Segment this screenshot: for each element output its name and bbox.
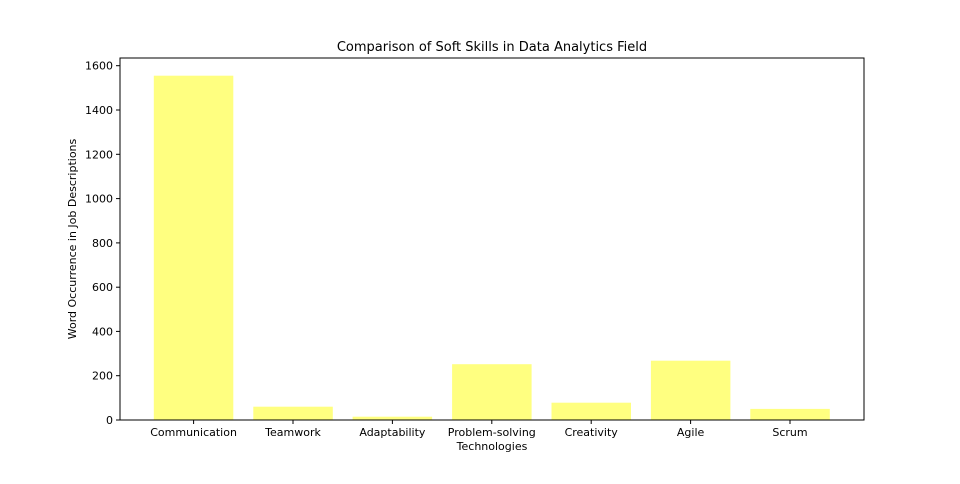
x-tick-label: Adaptability: [359, 426, 426, 439]
plot-frame: [119, 57, 865, 421]
x-tick-label: Scrum: [772, 426, 807, 439]
x-tick-label: Problem-solving: [448, 426, 536, 439]
y-tick-label: 200: [92, 370, 113, 383]
x-tick-label: Creativity: [565, 426, 619, 439]
bar-communication: [153, 75, 234, 420]
y-tick-label: 1200: [85, 148, 113, 161]
y-tick-label: 400: [92, 325, 113, 338]
x-axis-label: Technologies: [456, 440, 528, 453]
x-tick-label: Communication: [150, 426, 237, 439]
y-tick-label: 1000: [85, 193, 113, 206]
y-axis-label: Word Occurrence in Job Descriptions: [66, 138, 79, 339]
chart-title: Comparison of Soft Skills in Data Analyt…: [337, 40, 647, 55]
bar-scrum: [750, 408, 830, 420]
y-tick-label: 0: [106, 414, 113, 427]
x-axis: Communication Teamwork Adaptability Problem…: [150, 420, 808, 439]
bar-creativity: [551, 402, 631, 420]
y-tick-label: 1600: [85, 60, 113, 73]
x-tick-label: Agile: [677, 426, 705, 439]
y-tick-label: 1400: [85, 104, 113, 117]
x-tick-label: Teamwork: [264, 426, 321, 439]
bar-problem-solving: [452, 364, 532, 420]
y-tick-label: 600: [92, 281, 113, 294]
bar-teamwork: [253, 406, 333, 420]
bars-group: [153, 75, 830, 420]
bar-agile: [650, 360, 731, 420]
y-axis: 0 200 400 600 800 1000 1200 1400 1600: [85, 60, 120, 427]
bar-adaptability: [352, 416, 433, 420]
y-tick-label: 800: [92, 237, 113, 250]
